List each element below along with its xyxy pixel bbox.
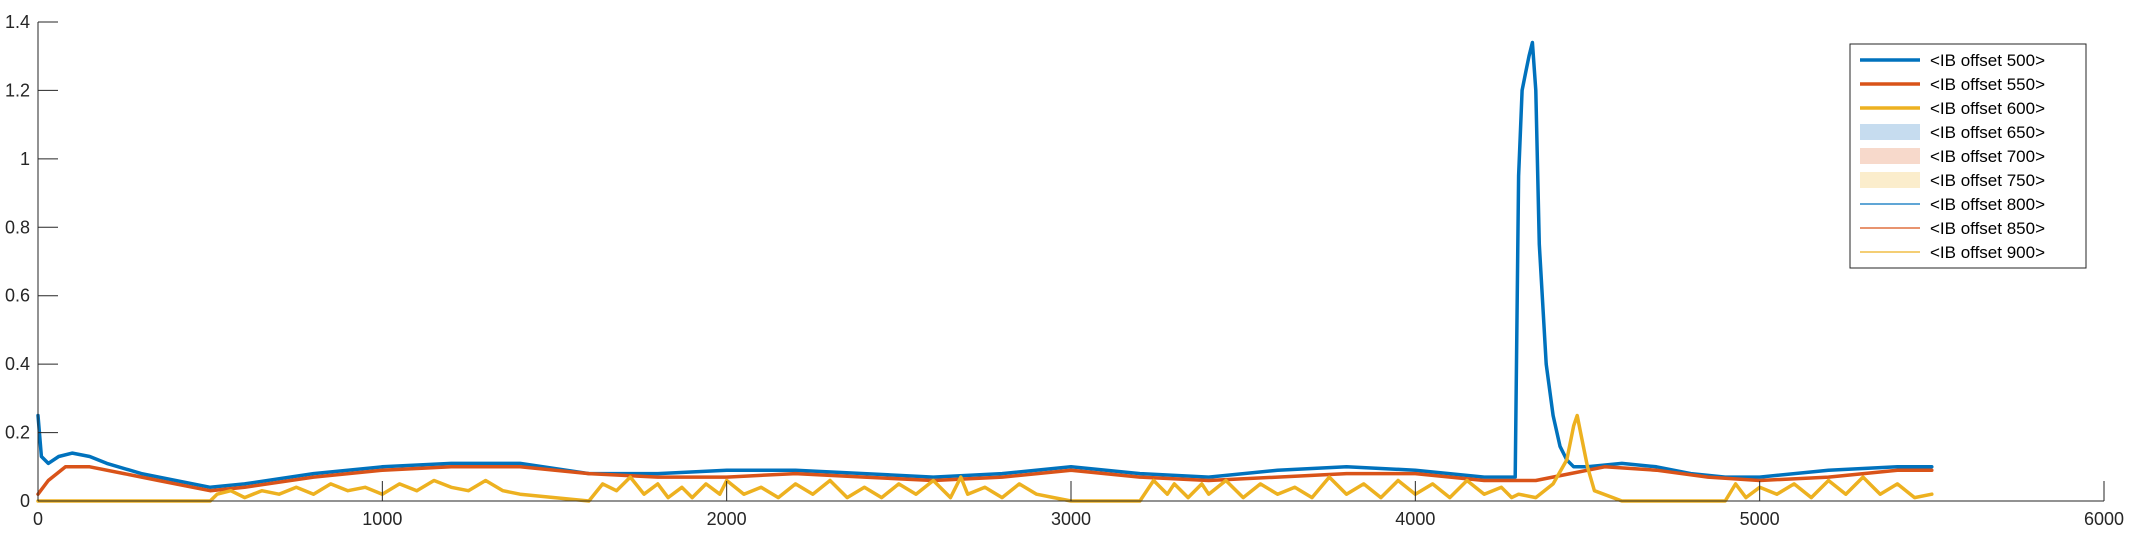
legend-label: <IB offset 700>: [1930, 147, 2045, 166]
legend-entry: <IB offset 700>: [1860, 147, 2045, 166]
series-line-2: [36, 465, 1934, 496]
legend-label: <IB offset 900>: [1930, 243, 2045, 262]
legend-entry: <IB offset 600>: [1860, 99, 2045, 118]
legend-swatch: [1860, 148, 1920, 164]
y-tick-label: 0.4: [5, 354, 30, 374]
x-tick-label: 6000: [2084, 509, 2124, 529]
axes: 0 1000 2000 3000 4000 5000 6000 0 0.2 0.4 0.6 0.8 1 1…: [5, 12, 2124, 529]
y-tick-label: 0.2: [5, 423, 30, 443]
legend-box: [1849, 43, 2087, 269]
x-tick-label: 3000: [1051, 509, 1091, 529]
legend-label: <IB offset 800>: [1930, 195, 2045, 214]
legend-label: <IB offset 600>: [1930, 99, 2045, 118]
x-tick-label: 5000: [1740, 509, 1780, 529]
legend-entry: <IB offset 650>: [1860, 123, 2045, 142]
legend-label: <IB offset 500>: [1930, 51, 2045, 70]
legend-label: <IB offset 750>: [1930, 171, 2045, 190]
legend-entry: <IB offset 750>: [1860, 171, 2045, 190]
legend-swatch: [1860, 124, 1920, 140]
y-tick-label: 0.6: [5, 286, 30, 306]
legend-entry: <IB offset 500>: [1860, 51, 2045, 70]
x-tick-label: 2000: [707, 509, 747, 529]
legend-swatch: [1860, 172, 1920, 188]
series-line-3: [36, 413, 1934, 503]
x-tick-label: 0: [33, 509, 43, 529]
series-line-1: [36, 40, 1934, 490]
legend-entry: <IB offset 850>: [1860, 219, 2045, 238]
legend-entry: <IB offset 900>: [1860, 243, 2045, 262]
legend-label: <IB offset 850>: [1930, 219, 2045, 238]
y-tick-label: 0: [20, 491, 30, 511]
legend-entry: <IB offset 550>: [1860, 75, 2045, 94]
series-layer: [36, 40, 1934, 503]
y-tick-label: 1: [20, 149, 30, 169]
legend: <IB offset 500> <IB offset 550> <IB offset…: [1849, 43, 2087, 269]
y-tick-label: 0.8: [5, 217, 30, 237]
y-tick-label: 1.4: [5, 12, 30, 32]
legend-entry: <IB offset 800>: [1860, 195, 2045, 214]
x-tick-label: 4000: [1395, 509, 1435, 529]
legend-label: <IB offset 550>: [1930, 75, 2045, 94]
x-tick-label: 1000: [362, 509, 402, 529]
y-tick-label: 1.2: [5, 80, 30, 100]
legend-label: <IB offset 650>: [1930, 123, 2045, 142]
